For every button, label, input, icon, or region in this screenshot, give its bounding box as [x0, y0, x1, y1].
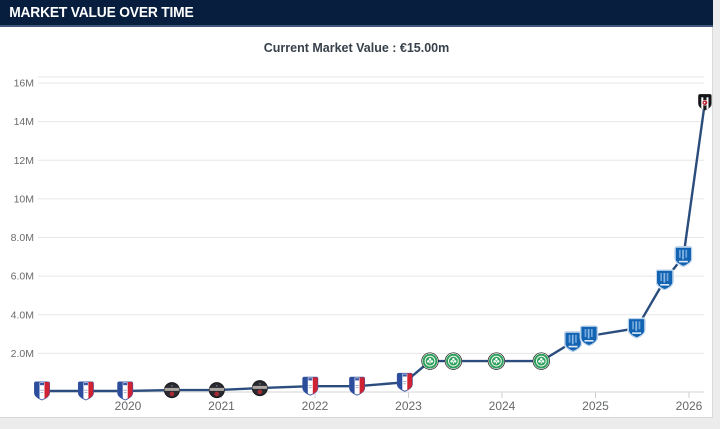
current-market-value-label: Current Market Value : €15.00m	[263, 41, 450, 55]
data-point-dark-round-icon[interactable]	[208, 382, 225, 399]
data-point-blue-shield-icon[interactable]	[627, 317, 646, 340]
x-axis-label-2025: 2025	[582, 399, 609, 413]
data-point-green-round-icon[interactable]	[532, 352, 550, 370]
data-point-green-round-icon[interactable]	[487, 352, 506, 370]
data-point-tricolor-shield-icon[interactable]	[302, 376, 319, 396]
market-value-panel: MARKET VALUE OVER TIME Current Market Va…	[0, 0, 713, 418]
market-value-line	[40, 101, 707, 393]
y-axis-label-4.0M: 4.0M	[11, 309, 34, 321]
x-axis-label-2024: 2024	[489, 399, 516, 413]
y-axis-label-10M: 10M	[14, 193, 34, 205]
data-point-blue-shield-icon[interactable]	[579, 325, 599, 347]
data-point-blue-shield-icon[interactable]	[674, 245, 693, 268]
y-axis-label-12M: 12M	[14, 155, 34, 167]
data-point-tricolor-shield-icon[interactable]	[349, 376, 366, 396]
data-point-green-round-icon[interactable]	[421, 352, 439, 370]
y-axis-label-6.0M: 6.0M	[11, 271, 34, 283]
x-axis-label-2026: 2026	[676, 399, 703, 413]
x-axis-label-2020: 2020	[115, 399, 142, 413]
y-axis-label-8.0M: 8.0M	[11, 232, 34, 244]
y-axis-label-2.0M: 2.0M	[11, 348, 34, 360]
data-point-tricolor-shield-icon[interactable]	[117, 381, 134, 401]
data-point-tricolor-shield-icon[interactable]	[396, 372, 413, 392]
data-point-dark-round-icon[interactable]	[251, 380, 268, 397]
data-point-green-round-icon[interactable]	[444, 352, 463, 370]
y-axis-label-14M: 14M	[14, 116, 34, 128]
data-point-black-shield-icon[interactable]	[698, 94, 712, 111]
x-axis-label-2023: 2023	[395, 399, 422, 413]
data-point-blue-shield-icon[interactable]	[655, 269, 675, 291]
y-axis-label-16M: 16M	[14, 78, 34, 90]
data-point-tricolor-shield-icon[interactable]	[77, 381, 94, 401]
panel-header: MARKET VALUE OVER TIME	[0, 0, 713, 27]
data-point-tricolor-shield-icon[interactable]	[34, 381, 50, 401]
market-value-chart: 16M 14M 12M 10M 8.0M 6.0M 4.0M 2.0M 2020 2021 2022…	[11, 76, 712, 413]
panel-title: MARKET VALUE OVER TIME	[9, 4, 194, 21]
data-point-blue-shield-icon[interactable]	[563, 330, 583, 353]
x-axis-label-2022: 2022	[302, 399, 329, 413]
x-axis-label-2021: 2021	[208, 399, 235, 413]
data-point-dark-round-icon[interactable]	[163, 382, 180, 399]
